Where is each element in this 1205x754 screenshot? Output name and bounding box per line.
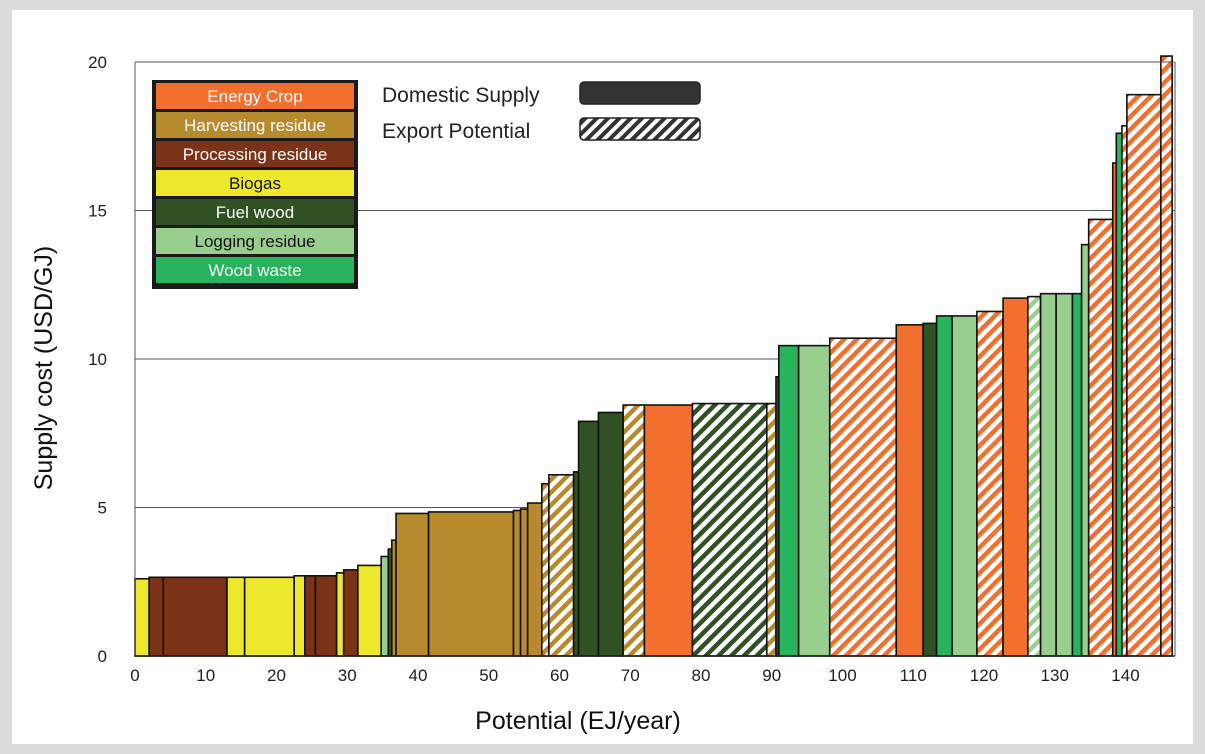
legend-swatch-harvesting xyxy=(156,112,354,138)
supply-cost-chart: 0 10 20 30 40 50 60 70 80 90 100 110 120 130 140 0 5 10 15… xyxy=(30,53,1176,735)
x-tick-label-8: 80 xyxy=(692,666,711,685)
bar-22-fuel_wood-domestic xyxy=(577,420,600,657)
bar-43-energy_crop-export xyxy=(1087,218,1114,657)
y-tick-label-2: 10 xyxy=(88,350,107,369)
chart-frame: 0 10 20 30 40 50 60 70 80 90 100 110 120 130 140 0 5 10 15… xyxy=(12,10,1193,744)
supply-legend-label-hatched: Export Potential xyxy=(382,120,530,143)
bar-23-fuel_wood-domestic xyxy=(597,411,624,657)
cost-curve-bars xyxy=(134,55,1173,657)
legend-swatch-fuel_wood xyxy=(156,199,354,225)
supply-legend-swatch-solid xyxy=(579,81,701,105)
bar-26-fuel_wood-export xyxy=(691,402,768,657)
x-tick-label-7: 70 xyxy=(621,666,640,685)
supply-legend-swatch-hatched xyxy=(579,117,701,141)
bar-29-wood_waste-domestic xyxy=(778,344,800,657)
bar-6-processing-domestic xyxy=(303,575,317,657)
legend-swatch-wood_waste xyxy=(156,257,354,283)
y-tick-label-0: 0 xyxy=(98,647,107,666)
bar-8-biogas-domestic xyxy=(335,572,345,657)
legend-label-energy_crop: Energy Crop xyxy=(207,87,302,106)
bar-25-energy_crop-domestic xyxy=(643,404,694,657)
bar-24-harvesting-export xyxy=(622,404,646,657)
bar-3-biogas-domestic xyxy=(226,576,246,657)
bar-32-energy_crop-domestic xyxy=(895,324,924,657)
x-tick-label-5: 50 xyxy=(479,666,498,685)
x-tick-label-2: 20 xyxy=(267,666,286,685)
bar-38-logging-export xyxy=(1027,295,1042,657)
y-tick-label-3: 15 xyxy=(88,202,107,221)
bar-1-processing-domestic xyxy=(148,576,165,657)
bar-20-harvesting-export xyxy=(548,474,575,657)
legend-label-biogas: Biogas xyxy=(229,174,281,193)
x-tick-label-1: 10 xyxy=(196,666,215,685)
x-tick-label-14: 140 xyxy=(1111,666,1139,685)
bar-31-energy_crop-export xyxy=(828,337,898,657)
x-tick-label-6: 60 xyxy=(550,666,569,685)
legend-swatch-processing xyxy=(156,141,354,167)
legend-label-processing: Processing residue xyxy=(183,145,328,164)
bar-15-harvesting-domestic xyxy=(427,511,515,657)
bar-9-processing-domestic xyxy=(342,569,359,657)
bar-41-wood_waste-domestic xyxy=(1071,292,1083,657)
bar-35-logging-domestic xyxy=(951,315,978,657)
x-tick-label-13: 130 xyxy=(1041,666,1069,685)
x-tick-label-11: 110 xyxy=(900,666,927,685)
bar-17-harvesting-domestic xyxy=(519,508,529,657)
legend-swatch-logging xyxy=(156,228,354,254)
x-tick-label-3: 30 xyxy=(338,666,357,685)
bar-16-harvesting-domestic xyxy=(512,509,522,657)
bar-18-harvesting-domestic xyxy=(526,502,543,657)
y-axis-label: Supply cost (USD/GJ) xyxy=(30,246,58,491)
y-tick-label-1: 5 xyxy=(98,499,107,518)
bar-45-wood_waste-domestic xyxy=(1115,132,1123,657)
bar-27-harvesting-export xyxy=(765,402,777,657)
legend-swatch-energy_crop xyxy=(156,83,354,109)
bar-0-biogas-domestic xyxy=(134,577,150,657)
legend-swatch-biogas xyxy=(156,170,354,196)
bar-34-wood_waste-domestic xyxy=(935,315,953,657)
x-tick-label-10: 100 xyxy=(828,666,856,685)
x-tick-label-9: 90 xyxy=(762,666,781,685)
bar-19-harvesting-export xyxy=(541,482,550,657)
bar-7-processing-domestic xyxy=(314,575,338,657)
bar-36-energy_crop-export xyxy=(976,310,1004,657)
legend: Energy Crop Harvesting residue Processing … xyxy=(152,80,701,289)
axes: 0 10 20 30 40 50 60 70 80 90 100 110 120 130 140 0 5 10 15… xyxy=(88,53,1176,685)
bar-48-energy_crop-export xyxy=(1160,55,1173,657)
bar-37-energy_crop-domestic xyxy=(1002,297,1029,657)
bar-4-biogas-domestic xyxy=(243,576,295,657)
bar-30-logging-domestic xyxy=(797,344,831,657)
legend-label-logging: Logging residue xyxy=(195,232,316,251)
bar-14-harvesting-domestic xyxy=(395,512,430,657)
bar-40-logging-domestic xyxy=(1055,292,1074,657)
y-tick-label-4: 20 xyxy=(88,53,107,72)
bar-10-biogas-domestic xyxy=(357,564,383,657)
bar-2-processing-domestic xyxy=(162,576,228,657)
x-tick-label-12: 120 xyxy=(970,666,998,685)
x-tick-label-4: 40 xyxy=(409,666,428,685)
x-tick-label-0: 0 xyxy=(130,666,139,685)
bar-39-logging-domestic xyxy=(1039,292,1057,657)
legend-label-harvesting: Harvesting residue xyxy=(184,116,326,135)
bar-33-fuel_wood-domestic xyxy=(922,322,938,657)
legend-label-fuel_wood: Fuel wood xyxy=(216,203,294,222)
bar-42-logging-domestic xyxy=(1080,243,1090,657)
bar-47-energy_crop-export xyxy=(1126,93,1162,657)
supply-legend-label-solid: Domestic Supply xyxy=(382,84,540,107)
x-axis-label: Potential (EJ/year) xyxy=(475,707,681,735)
bar-5-biogas-domestic xyxy=(293,575,306,657)
legend-label-wood_waste: Wood waste xyxy=(208,261,301,280)
bar-11-logging-domestic xyxy=(380,555,390,657)
